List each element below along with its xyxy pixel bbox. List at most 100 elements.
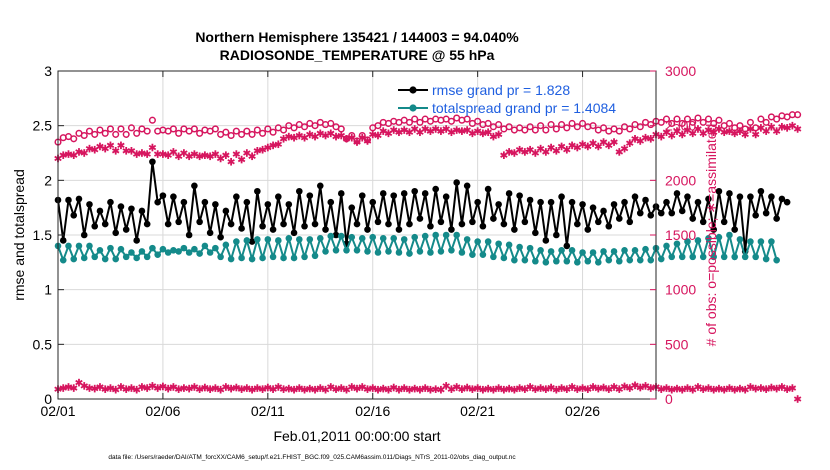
assimilated-obs-marker (363, 137, 372, 145)
rmse-point (133, 237, 140, 244)
totalspread-point (254, 236, 261, 243)
totalspread-point (227, 255, 235, 263)
assimilated-obs-marker (258, 385, 267, 393)
assimilated-obs-marker (248, 152, 256, 161)
assimilated-obs-marker (531, 149, 540, 157)
rmse-point (511, 226, 518, 233)
assimilated-obs-marker-arm (353, 139, 361, 145)
assimilated-obs-marker (201, 151, 209, 159)
assimilated-obs-marker (201, 383, 209, 392)
assimilated-obs-marker-arm (458, 386, 466, 392)
assimilated-obs-marker-arm (269, 386, 277, 392)
rmse-point (196, 218, 203, 226)
assimilated-obs-marker-arm (311, 387, 319, 393)
rmse-point (149, 158, 156, 166)
totalspread-point (432, 231, 439, 239)
totalspread-point (311, 252, 319, 260)
totalspread-point (280, 254, 287, 262)
assimilated-obs-marker-arm (647, 136, 655, 142)
y-tick-label-right: 1000 (665, 282, 696, 298)
series-obs_assimilated (54, 121, 802, 166)
assimilated-obs-marker (332, 385, 340, 393)
assimilated-obs-marker-arm (279, 136, 288, 142)
possible-obs-marker (101, 129, 109, 137)
rmse-point (673, 190, 681, 197)
totalspread-point (568, 247, 576, 254)
assimilated-obs-marker-arm (227, 385, 235, 392)
possible-obs-marker (175, 129, 183, 137)
rmse-point (484, 185, 492, 193)
possible-obs-marker (190, 125, 198, 133)
possible-obs-marker (169, 125, 177, 133)
assimilated-obs-marker (211, 384, 220, 392)
totalspread-point (164, 249, 172, 256)
rmse-point (736, 193, 744, 201)
rmse-point (605, 222, 613, 230)
totalspread-point (458, 249, 466, 256)
assimilated-obs-marker (715, 384, 723, 393)
totalspread-point (773, 256, 780, 264)
assimilated-obs-marker-arm (195, 386, 204, 392)
totalspread-point (301, 253, 308, 261)
possible-obs-marker (211, 125, 219, 133)
totalspread-point (159, 245, 167, 253)
assimilated-obs-marker-arm (185, 153, 193, 159)
assimilated-obs-marker (368, 384, 377, 392)
assimilated-obs-marker-arm (195, 153, 204, 159)
assimilated-obs-marker-arm (762, 128, 770, 134)
assimilated-obs-marker (484, 384, 492, 393)
assimilated-obs-marker-arm (111, 148, 120, 154)
totalspread-point (710, 253, 718, 261)
y-tick-label-right: 500 (665, 336, 689, 352)
rmse-point (516, 192, 523, 199)
totalspread-point (615, 257, 623, 265)
totalspread-point (217, 253, 224, 261)
assimilated-obs-marker (463, 383, 471, 392)
legend-spread-label: totalspread grand pr = 1.4084 (432, 100, 616, 116)
totalspread-point (542, 259, 550, 266)
rmse-point (762, 209, 770, 217)
assimilated-obs-marker-arm (374, 132, 382, 139)
rmse-point (495, 201, 502, 208)
assimilated-obs-marker (704, 384, 713, 392)
assimilated-obs-marker (290, 385, 298, 394)
rmse-point (621, 198, 628, 206)
assimilated-obs-marker (138, 149, 146, 157)
assimilated-obs-marker (243, 384, 251, 392)
totalspread-point (715, 233, 723, 241)
assimilated-obs-marker-arm (709, 387, 718, 393)
assimilated-obs-marker (599, 383, 608, 392)
assimilated-obs-marker-arm (489, 387, 498, 393)
totalspread-point (762, 255, 770, 263)
rmse-point (563, 242, 571, 250)
assimilated-obs-marker-arm (416, 129, 424, 135)
totalspread-point (332, 247, 340, 254)
tick-labels: 02/01 02/06 02/11 02/16 02/21 02/26 0 0.5 1 1.5 2 2… (33, 63, 697, 419)
assimilated-obs-marker-arm (772, 385, 781, 392)
totalspread-point (600, 248, 607, 255)
assimilated-obs-marker (69, 384, 78, 392)
assimilated-obs-marker-arm (405, 129, 414, 135)
assimilated-obs-marker-arm (510, 387, 519, 393)
assimilated-obs-marker (772, 127, 781, 135)
totalspread-point (348, 233, 356, 241)
assimilated-obs-marker-arm (725, 385, 734, 391)
possible-obs-marker (657, 118, 665, 126)
series-rmse (54, 158, 791, 255)
assimilated-obs-marker (620, 144, 629, 153)
assimilated-obs-marker-arm (531, 386, 540, 392)
assimilated-obs-marker-arm (720, 129, 728, 135)
assimilated-obs-marker-arm (300, 135, 309, 141)
assimilated-obs-marker-arm (594, 385, 603, 392)
possible-obs-marker (259, 129, 267, 137)
totalspread-point (605, 256, 613, 264)
assimilated-obs-marker (458, 127, 466, 135)
assimilated-obs-marker-arm (746, 384, 755, 390)
rmse-point (222, 207, 230, 215)
possible-obs-marker (762, 118, 770, 126)
assimilated-obs-marker-arm (258, 147, 267, 153)
assimilated-obs-marker-arm (557, 385, 566, 391)
rmse-point (747, 193, 754, 201)
assimilated-obs-marker-arm (106, 142, 115, 149)
assimilated-obs-marker (374, 385, 382, 394)
